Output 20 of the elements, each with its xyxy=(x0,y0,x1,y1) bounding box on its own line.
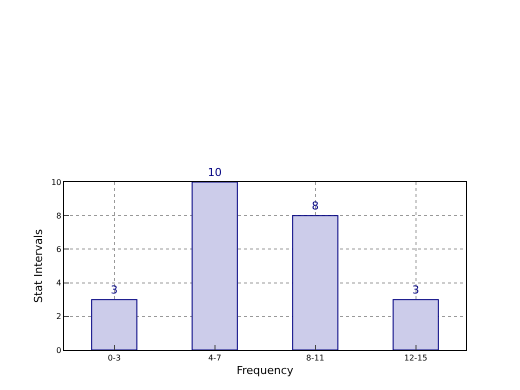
y-axis-title: Stat Intervals xyxy=(32,228,45,303)
y-tick-label: 6 xyxy=(56,245,62,254)
y-tick-label: 0 xyxy=(56,346,62,355)
data-label: 10 xyxy=(208,166,222,179)
x-tick-label: 12-15 xyxy=(404,354,428,363)
y-tick-label: 2 xyxy=(56,312,62,322)
x-axis-title: Frequency xyxy=(236,364,294,377)
x-tick-label: 8-11 xyxy=(306,354,324,363)
y-tick-label: 4 xyxy=(56,278,62,288)
x-tick-label: 0-3 xyxy=(108,354,121,363)
data-label: 3 xyxy=(110,284,118,297)
data-label: 3 xyxy=(412,284,420,297)
bar xyxy=(91,299,138,350)
data-label: 8 xyxy=(312,200,319,213)
bar xyxy=(292,215,338,350)
y-tick-label: 8 xyxy=(56,211,62,220)
x-tick-label: 4-7 xyxy=(208,354,222,363)
y-tick-label: 10 xyxy=(51,178,62,187)
bar xyxy=(192,182,238,350)
bar xyxy=(392,299,439,350)
